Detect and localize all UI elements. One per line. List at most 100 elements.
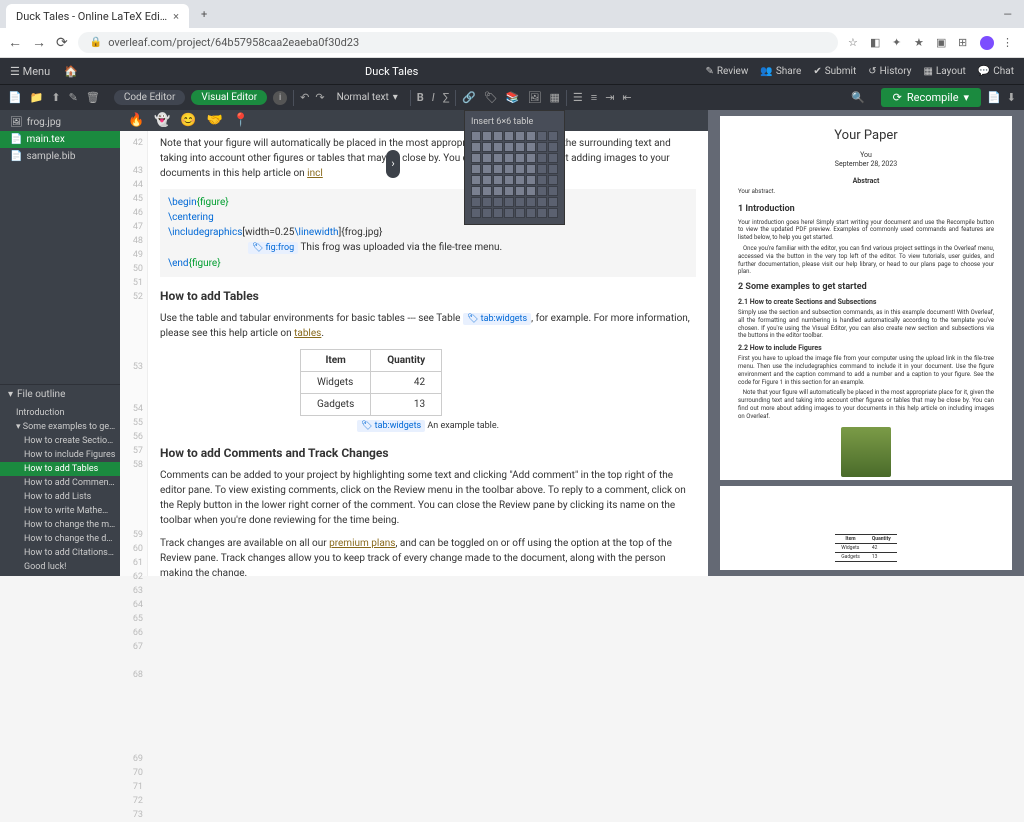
sidebar: 🖼 frog.jpg 📄 main.tex 📄 sample.bib ▾ Fil… [0,110,120,576]
bullet-list-icon[interactable]: ☰ [573,91,583,104]
table-icon[interactable]: ▦ [550,91,560,104]
forward-icon[interactable]: → [32,34,46,51]
figure-icon[interactable]: 🖼 [528,91,542,104]
emoji-icon[interactable]: 😊 [180,113,196,128]
preview-page: Your Paper You September 28, 2023 Abstra… [720,116,1012,480]
visual-editor-button[interactable]: Visual Editor [191,90,267,105]
upload-icon[interactable]: ⬆ [51,91,60,104]
outline: Introduction ▾ Some examples to get star… [0,404,120,576]
outline-item[interactable]: How to create Sections … [0,434,120,448]
insert-table-popup[interactable]: Insert 6×6 table [464,110,565,225]
file-item[interactable]: 📄 sample.bib [0,148,120,165]
paragraph: First you have to upload the image file … [738,355,994,386]
editor-content[interactable]: Note that your figure will automatically… [148,110,708,576]
number-list-icon[interactable]: ≡ [591,91,597,104]
file-item[interactable]: 📄 main.tex [0,131,120,148]
ext-icon[interactable]: ★ [914,36,928,50]
section-heading: 1 Introduction [738,204,994,216]
outline-item[interactable]: How to include Figures [0,448,120,462]
download-icon[interactable]: ⬇ [1007,91,1016,104]
profile-avatar[interactable] [980,36,994,50]
layout-button[interactable]: ▦ Layout [923,66,965,77]
recompile-button[interactable]: ⟳ Recompile ▾ [881,88,981,107]
ext-icon[interactable]: ▣ [936,36,950,50]
outline-item[interactable]: How to change the marg… [0,518,120,532]
outline-item[interactable]: Introduction [0,406,120,420]
preview-pane: Your Paper You September 28, 2023 Abstra… [708,110,1024,576]
math-icon[interactable]: ∑ [443,91,449,104]
reload-icon[interactable]: ⟳ [56,35,68,51]
ext-icon[interactable]: ◧ [870,36,884,50]
bold-icon[interactable]: B [417,91,424,104]
paragraph: Note that your figure will automatically… [160,136,696,181]
outline-item[interactable]: Good luck! [0,560,120,574]
preview-page: ItemQuantity Widgets42 Gadgets13 [720,486,1012,570]
file-item[interactable]: 🖼 frog.jpg [0,114,120,131]
submit-button[interactable]: ✔ Submit [813,66,856,77]
tab-title: Duck Tales - Online LaTeX Edi… [16,10,167,23]
rename-icon[interactable]: ✎ [69,91,78,104]
menu-icon[interactable]: ⋮ [1002,36,1016,50]
minimize-icon[interactable]: — [997,8,1018,21]
share-button[interactable]: 👥 Share [760,66,801,77]
redo-icon[interactable]: ↷ [315,91,324,104]
paper-title: Your Paper [738,128,994,145]
paragraph: Use the table and tabular environments f… [160,311,696,342]
new-folder-icon[interactable]: 📁 [30,91,44,104]
ext-icon[interactable]: ⊞ [958,36,972,50]
italic-icon[interactable]: I [432,91,435,104]
editor-toolbar: 📄 📁 ⬆ ✎ 🗑 Code Editor Visual Editor i ↶ … [0,84,1024,110]
review-button[interactable]: ✎ Review [705,66,748,77]
close-icon[interactable]: × [173,10,179,23]
outline-item[interactable]: How to add Citations an… [0,546,120,560]
outline-item[interactable]: How to change the docu… [0,532,120,546]
search-icon[interactable]: 🔍 [851,91,865,104]
browser-tab[interactable]: Duck Tales - Online LaTeX Edi… × [6,4,189,28]
paragraph: Once you're familiar with the editor, yo… [738,245,994,276]
new-tab-button[interactable]: + [193,8,215,21]
text-style-dropdown[interactable]: Normal text▾ [331,92,404,103]
project-title: Duck Tales [365,65,418,78]
chat-button[interactable]: 💬 Chat [978,66,1014,77]
emoji-icon[interactable]: 🔥 [128,113,144,128]
history-button[interactable]: ↺ History [868,66,911,77]
splitter-handle[interactable] [386,150,400,178]
outline-item[interactable]: ▾ Some examples to get started [0,420,120,434]
new-file-icon[interactable]: 📄 [8,91,22,104]
url-bar[interactable]: 🔒 overleaf.com/project/64b57958caa2eaeba… [78,32,838,53]
url-text: overleaf.com/project/64b57958caa2eaeba0f… [108,36,359,49]
outline-item[interactable]: How to add Tables [0,462,120,476]
emoji-icon[interactable]: 🤝 [207,113,223,128]
ref-icon[interactable]: 🏷 [484,91,498,104]
paragraph: Simply use the section and subsection co… [738,309,994,340]
outline-item[interactable]: How to add Lists [0,490,120,504]
table-size-grid[interactable] [471,131,558,218]
menu-button[interactable]: ☰ Menu [10,65,50,78]
link-icon[interactable]: 🔗 [462,91,476,104]
home-icon[interactable]: 🏠 [64,65,78,78]
figure: Figure 1: This frog was uploaded via the… [738,427,994,480]
paper-date: September 28, 2023 [738,160,994,169]
outdent-icon[interactable]: ⇤ [622,91,631,104]
frog-image [841,427,891,477]
info-icon[interactable]: i [273,91,287,105]
heading: How to add Comments and Track Changes [160,444,696,462]
emoji-icon[interactable]: 📍 [233,113,249,128]
file-outline-header[interactable]: ▾ File outline [0,384,120,404]
ext-icon[interactable]: ☆ [848,36,862,50]
file-tree: 🖼 frog.jpg 📄 main.tex 📄 sample.bib [0,110,120,169]
ext-icon[interactable]: ✦ [892,36,906,50]
app-header: ☰ Menu 🏠 Duck Tales ✎ Review 👥 Share ✔ S… [0,58,1024,84]
delete-icon[interactable]: 🗑 [86,91,100,104]
browser-tabs: Duck Tales - Online LaTeX Edi… × + — [0,0,1024,28]
outline-item[interactable]: How to write Mathemati… [0,504,120,518]
emoji-icon[interactable]: 👻 [154,113,170,128]
indent-icon[interactable]: ⇥ [605,91,614,104]
logs-icon[interactable]: 📄 [987,91,1001,104]
cite-icon[interactable]: 📚 [506,91,520,104]
back-icon[interactable]: ← [8,34,22,51]
code-editor-button[interactable]: Code Editor [114,90,186,105]
editor-area: 🔥 👻 😊 🤝 📍 424344454647484950515253545556… [120,110,708,576]
undo-icon[interactable]: ↶ [300,91,309,104]
outline-item[interactable]: How to add Comments a… [0,476,120,490]
